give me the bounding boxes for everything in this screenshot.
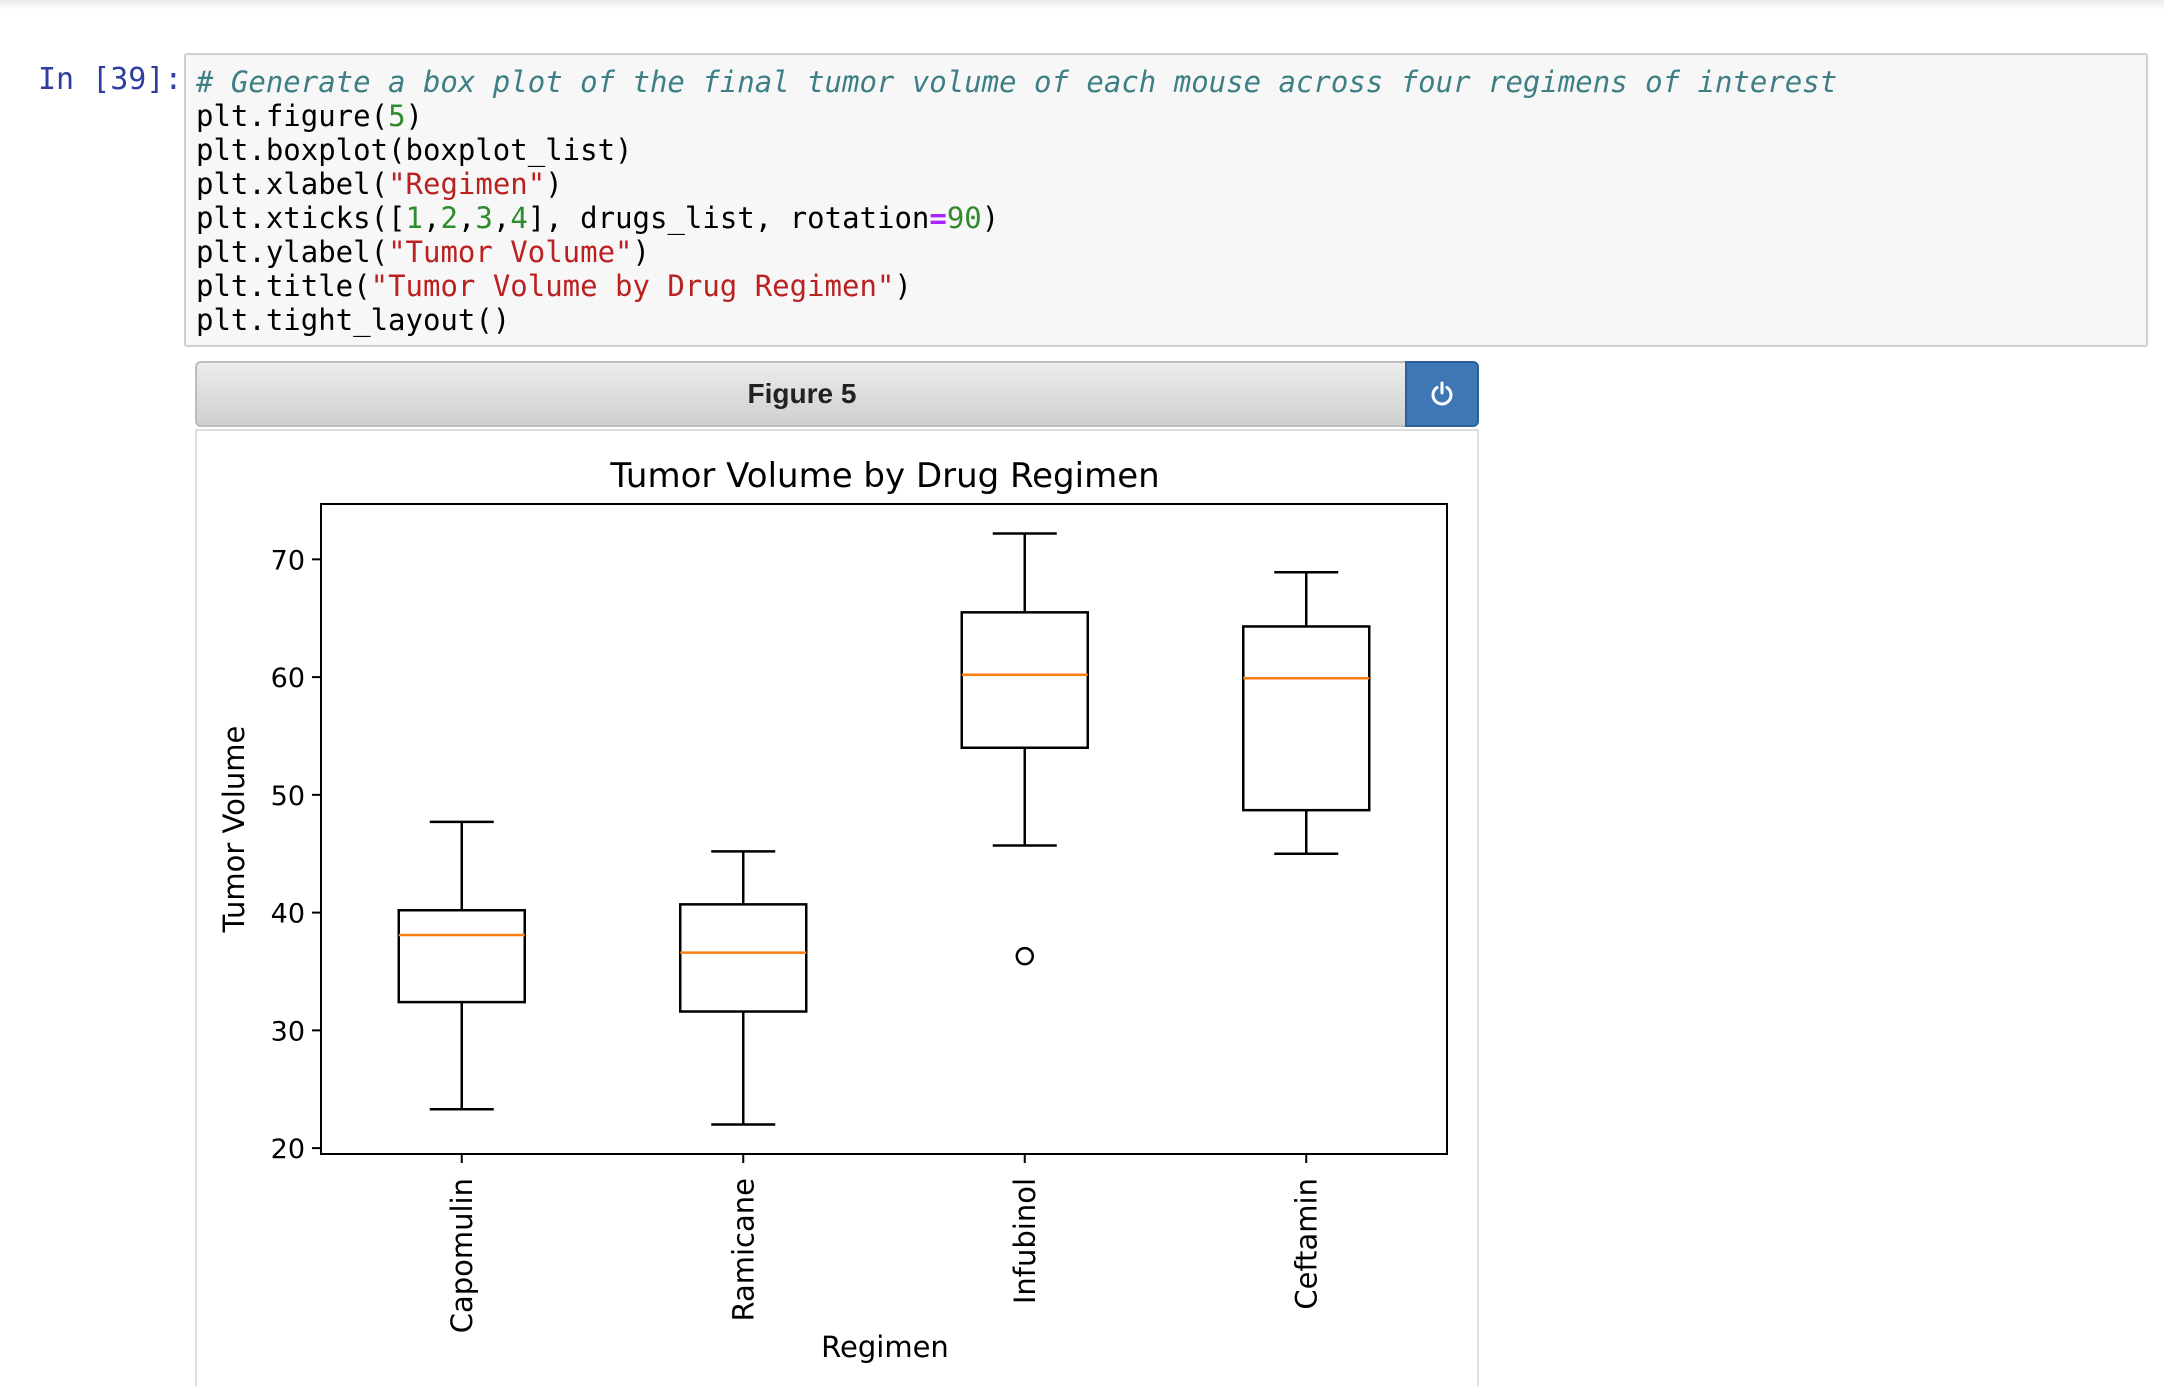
code-token: 3 [475, 201, 493, 235]
code-token: "Tumor Volume by Drug Regimen" [370, 269, 895, 303]
code-token: ) [545, 167, 563, 201]
plot-area-frame [320, 503, 1448, 1155]
y-tick-label: 20 [271, 1134, 305, 1165]
figure-title: Figure 5 [747, 378, 857, 409]
code-token: plt.figure( [196, 99, 389, 133]
x-tick-label: Capomulin [445, 1178, 479, 1333]
figure-toolbar: Figure 5 [195, 361, 1479, 427]
code-token: plt.tight_layout() [196, 303, 511, 337]
code-token: 1 [405, 201, 423, 235]
code-cell-input[interactable]: # Generate a box plot of the final tumor… [184, 53, 2148, 347]
code-token: # Generate a box plot of the final tumor… [196, 65, 1838, 99]
code-token: 2 [440, 201, 458, 235]
top-shadow [0, 0, 2164, 10]
code-token: "Regimen" [388, 167, 546, 201]
code-token: ) [894, 269, 912, 303]
code-token: "Tumor Volume" [388, 235, 633, 269]
power-icon [1431, 381, 1453, 406]
code-token: plt.xlabel( [196, 167, 389, 201]
code-token: 5 [388, 99, 406, 133]
code-token: plt.boxplot(boxplot_list) [196, 133, 633, 167]
code-line: plt.xlabel("Regimen") [196, 167, 2136, 201]
iqr-box [397, 909, 526, 1004]
code-token: , [457, 201, 476, 235]
code-token: 4 [510, 201, 528, 235]
figure-canvas: Tumor Volume by Drug Regimen 20 30 40 50 60 7… [195, 429, 1479, 1386]
y-tick-label: 70 [271, 545, 305, 576]
cell-prompt: In [39]: [38, 62, 183, 97]
code-line: plt.xticks([1,2,3,4], drugs_list, rotati… [196, 201, 2136, 235]
y-tick-label: 60 [271, 663, 305, 694]
iqr-box [960, 611, 1089, 749]
x-axis: Capomulin Ramicane Infubinol Ceftamin [445, 1154, 1323, 1333]
code-line: plt.figure(5) [196, 99, 2136, 133]
code-token: ) [405, 99, 423, 133]
iqr-box [679, 903, 808, 1013]
code-token: plt.ylabel( [196, 235, 389, 269]
x-axis-label: Regimen [821, 1330, 949, 1364]
y-tick-label: 30 [271, 1016, 305, 1047]
box-ceftamin [1242, 571, 1371, 855]
box-ramicane [679, 850, 808, 1126]
y-tick-label: 50 [271, 781, 305, 812]
box-series [397, 532, 1371, 1126]
y-tick-label: 40 [271, 899, 305, 930]
code-token: , [422, 201, 441, 235]
code-token: ) [632, 235, 650, 269]
y-axis: 20 30 40 50 60 70 [271, 545, 321, 1165]
code-token: ], drugs_list, rotation [527, 201, 930, 235]
x-tick-label: Infubinol [1008, 1178, 1042, 1304]
code-token: plt.xticks([ [196, 201, 406, 235]
box-infubinol [960, 532, 1089, 966]
code-token: plt.title( [196, 269, 371, 303]
chart-title: Tumor Volume by Drug Regimen [609, 456, 1159, 496]
x-tick-label: Ceftamin [1289, 1178, 1323, 1310]
code-line: plt.tight_layout() [196, 303, 2136, 337]
code-line: plt.ylabel("Tumor Volume") [196, 235, 2136, 269]
code-line: # Generate a box plot of the final tumor… [196, 65, 2136, 99]
close-figure-button[interactable] [1405, 361, 1479, 427]
code-line: plt.title("Tumor Volume by Drug Regimen"… [196, 269, 2136, 303]
box-plot-chart: Tumor Volume by Drug Regimen 20 30 40 50 60 7… [217, 456, 1448, 1364]
code-token: ) [981, 201, 1000, 235]
code-token: , [492, 201, 511, 235]
outlier-point [1015, 946, 1034, 966]
x-tick-label: Ramicane [726, 1178, 760, 1322]
code-token: 90 [946, 201, 982, 235]
code-token: = [929, 201, 947, 235]
code-line: plt.boxplot(boxplot_list) [196, 133, 2136, 167]
box-capomulin [397, 820, 526, 1111]
y-axis-label: Tumor Volume [217, 726, 251, 934]
iqr-box [1242, 625, 1371, 812]
